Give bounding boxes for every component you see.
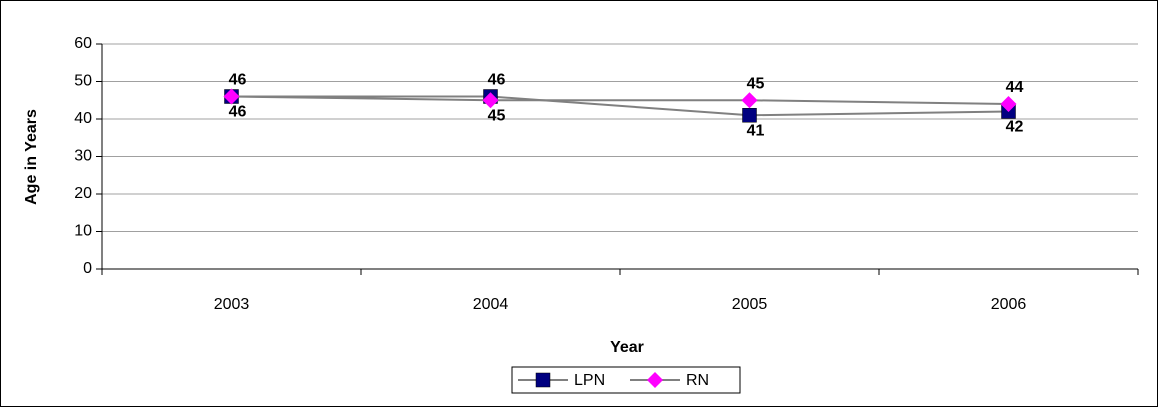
data-label: 45 [488, 107, 506, 124]
y-tick-label: 20 [74, 185, 92, 202]
series-line [231, 95, 1009, 117]
y-tick-label: 30 [74, 148, 92, 165]
y-tick-label: 10 [74, 223, 92, 240]
series-line [231, 95, 1009, 105]
x-tick-label: 2006 [991, 296, 1027, 313]
data-point [742, 108, 757, 123]
data-point [223, 88, 240, 105]
data-label: 46 [229, 104, 247, 121]
y-tick-label: 40 [74, 110, 92, 127]
data-point [1000, 96, 1017, 112]
data-label: 45 [747, 75, 765, 92]
y-tick-label: 60 [74, 35, 92, 52]
data-point [741, 92, 758, 109]
legend-marker [535, 372, 551, 388]
data-label: 46 [488, 72, 506, 89]
x-tick-label: 2005 [732, 296, 768, 313]
legend-marker [647, 372, 663, 388]
legend-label: LPN [574, 372, 605, 389]
y-tick-label: 0 [83, 260, 92, 277]
x-axis-title: Year [610, 339, 644, 356]
data-label: 42 [1006, 119, 1024, 136]
data-label: 46 [229, 72, 247, 89]
data-point [482, 92, 499, 109]
y-axis-title: Age in Years [23, 109, 40, 205]
data-label: 44 [1006, 79, 1024, 96]
x-tick-label: 2003 [214, 296, 250, 313]
data-label: 41 [747, 122, 765, 139]
y-tick-label: 50 [74, 73, 92, 90]
legend-label: RN [686, 372, 709, 389]
x-tick-label: 2004 [473, 296, 509, 313]
